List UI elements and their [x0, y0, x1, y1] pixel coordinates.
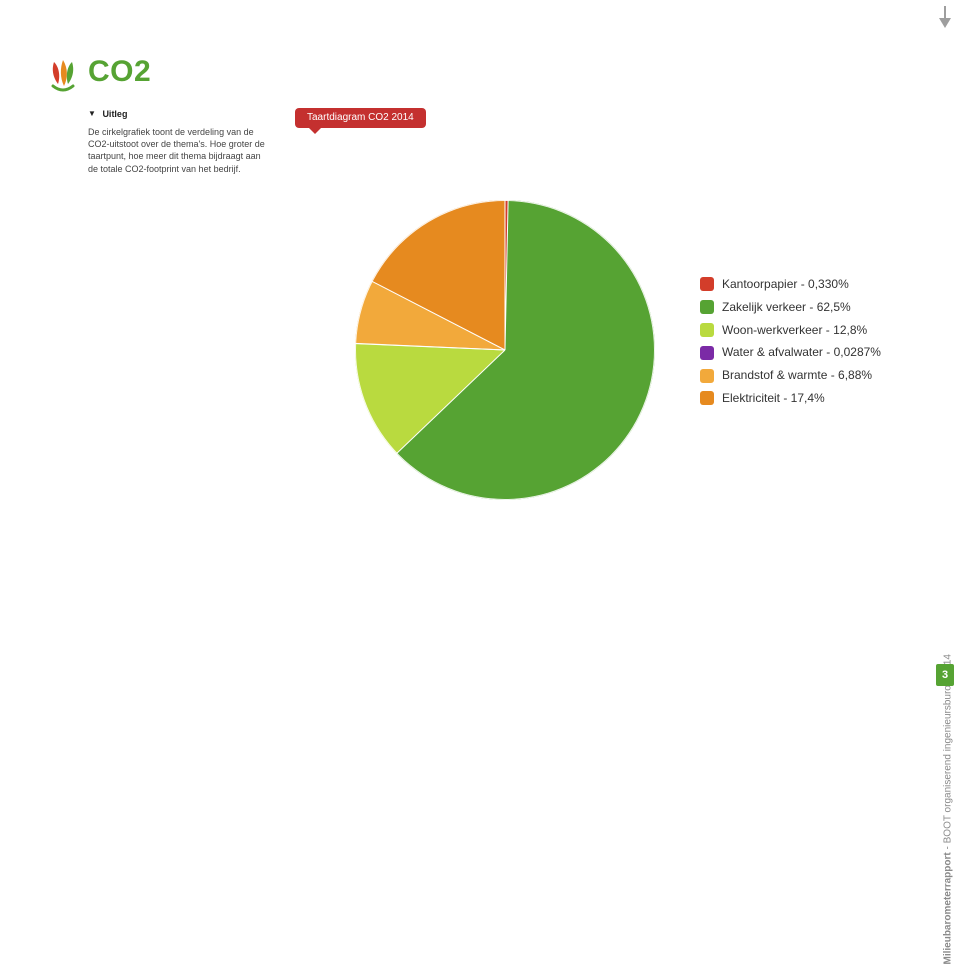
legend-label: Elektriciteit - 17,4%: [722, 387, 825, 410]
logo: [48, 58, 78, 94]
legend-item: Kantoorpapier - 0,330%: [700, 273, 881, 296]
legend-item: Brandstof & warmte - 6,88%: [700, 364, 881, 387]
legend-swatch: [700, 300, 714, 314]
uitleg-body: De cirkelgrafiek toont de verdeling van …: [88, 126, 273, 175]
legend-swatch: [700, 346, 714, 360]
sidebar-caption-bold: Milieubarometerrapport: [943, 852, 954, 964]
pie-chart: [355, 200, 655, 500]
legend-swatch: [700, 323, 714, 337]
page-number: 3: [936, 664, 954, 686]
page: CO2 ▼ Uitleg De cirkelgrafiek toont de v…: [0, 0, 960, 692]
chart-area: Kantoorpapier - 0,330%Zakelijk verkeer -…: [300, 165, 910, 595]
chart-badge-text: Taartdiagram CO2 2014: [307, 112, 414, 123]
down-arrow-icon: [937, 6, 953, 28]
uitleg-heading: ▼ Uitleg: [88, 108, 273, 120]
legend-label: Brandstof & warmte - 6,88%: [722, 364, 872, 387]
legend-swatch: [700, 277, 714, 291]
sidebar: Milieubarometerrapport - BOOT organisere…: [930, 0, 960, 692]
uitleg-heading-text: Uitleg: [102, 109, 127, 119]
logo-leaf-2: [61, 60, 67, 86]
uitleg-panel: ▼ Uitleg De cirkelgrafiek toont de verde…: [88, 108, 273, 175]
legend-swatch: [700, 391, 714, 405]
legend-swatch: [700, 369, 714, 383]
legend-label: Kantoorpapier - 0,330%: [722, 273, 849, 296]
triangle-down-icon: ▼: [88, 109, 96, 120]
legend-item: Zakelijk verkeer - 62,5%: [700, 296, 881, 319]
chart-badge: Taartdiagram CO2 2014: [295, 108, 426, 128]
legend: Kantoorpapier - 0,330%Zakelijk verkeer -…: [700, 273, 881, 410]
legend-label: Woon-werkverkeer - 12,8%: [722, 319, 867, 342]
logo-leaf-3: [67, 62, 73, 84]
legend-label: Zakelijk verkeer - 62,5%: [722, 296, 851, 319]
sidebar-caption: Milieubarometerrapport - BOOT organisere…: [943, 654, 954, 965]
pie: [355, 200, 655, 500]
legend-item: Elektriciteit - 17,4%: [700, 387, 881, 410]
page-title: CO2: [88, 55, 151, 89]
legend-item: Woon-werkverkeer - 12,8%: [700, 319, 881, 342]
legend-label: Water & afvalwater - 0,0287%: [722, 341, 881, 364]
legend-item: Water & afvalwater - 0,0287%: [700, 341, 881, 364]
logo-leaf-1: [53, 62, 59, 84]
logo-stem: [53, 86, 73, 90]
